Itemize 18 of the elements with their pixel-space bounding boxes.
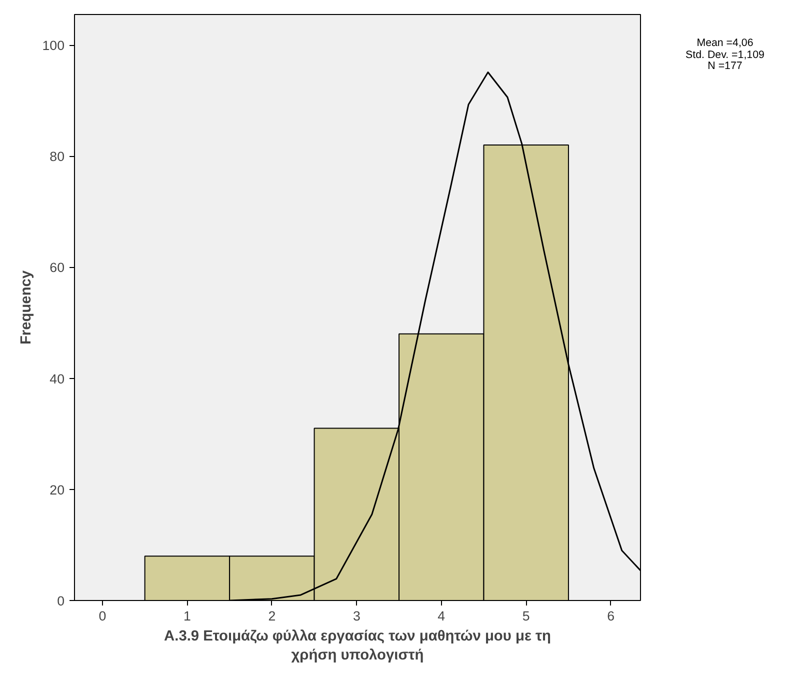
x-tick-label: 5 bbox=[522, 608, 530, 624]
text: Std. Dev. =1,109 bbox=[686, 48, 764, 61]
x-tick-label: 1 bbox=[183, 608, 191, 624]
x-tick-label: 6 bbox=[607, 608, 615, 624]
y-tick-label: 20 bbox=[50, 482, 65, 498]
y-tick-label: 80 bbox=[50, 149, 65, 164]
text: Mean =4,06 bbox=[696, 37, 754, 49]
x-tick-label: 0 bbox=[98, 608, 106, 624]
x-tick-label: 4 bbox=[438, 608, 446, 624]
y-tick-label: 60 bbox=[50, 260, 65, 276]
x-axis-title: Α.3.9 Ετοιμάζω φύλλα εργασίας των μαθητών μου με τη χρήση υπολογιστή bbox=[164, 628, 552, 664]
text: N =177 bbox=[708, 60, 742, 72]
y-tick-label: 40 bbox=[50, 371, 65, 386]
y-axis-title: Frequency bbox=[18, 270, 34, 345]
y-tick-label: 0 bbox=[57, 594, 65, 608]
y-tick-label: 100 bbox=[42, 38, 65, 54]
x-tick-label: 2 bbox=[268, 608, 276, 624]
x-tick-label: 3 bbox=[352, 608, 360, 624]
